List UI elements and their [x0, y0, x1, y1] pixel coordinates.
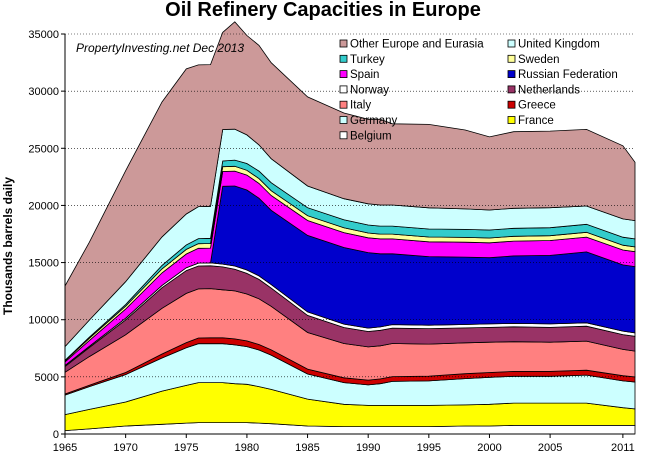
legend-swatch-belgium [339, 131, 348, 140]
x-tick-label: 1970 [113, 442, 137, 454]
legend-label-spain: Spain [350, 69, 379, 81]
legend-label-sweden: Sweden [518, 54, 560, 66]
y-tick-label: 15000 [28, 258, 59, 270]
legend-label-italy: Italy [350, 100, 371, 112]
y-tick-labels: 0 5000 10000 15000 20000 25000 30000 35000 [28, 29, 65, 441]
chart-title: Oil Refinery Capacities in Europe [165, 0, 481, 21]
x-tick-label: 2005 [538, 442, 562, 454]
legend-swatch-greece [507, 100, 516, 109]
legend-label-united-kingdom: United Kingdom [518, 39, 600, 51]
y-tick-label: 30000 [28, 86, 59, 98]
legend-swatch-turkey [339, 54, 348, 63]
legend-swatch-russian-federation [507, 70, 516, 78]
y-tick-label: 20000 [28, 200, 59, 212]
legend-swatch-germany [339, 116, 348, 124]
legend-swatch-norway [339, 85, 348, 94]
x-tick-label: 1965 [53, 442, 77, 454]
x-tick-label: 1975 [174, 442, 198, 454]
legend-label-turkey: Turkey [350, 54, 385, 66]
y-tick-label: 10000 [28, 315, 59, 327]
grid-lines [65, 33, 635, 378]
legend-swatch-spain [339, 70, 348, 78]
area-other-europe-and-eurasia [64, 21, 636, 348]
stacked-areas [64, 21, 636, 435]
x-tick-label: 1990 [356, 442, 380, 454]
y-tick-label: 5000 [35, 372, 59, 384]
x-tick-label: 1995 [417, 442, 441, 454]
legend-swatch-france [507, 116, 516, 124]
legend-swatch-sweden [507, 54, 516, 63]
y-tick-label: 35000 [28, 29, 59, 41]
legend-label-russian-federation: Russian Federation [518, 69, 618, 81]
y-axis-label: Thousands barrels daily [1, 177, 15, 315]
legend-swatch-united-kingdom [507, 39, 516, 48]
legend-label-netherlands: Netherlands [518, 84, 580, 96]
x-tick-label: 1980 [235, 442, 259, 454]
legend-label-greece: Greece [518, 100, 556, 112]
legend-swatch-other-europe-and-eurasia [339, 39, 348, 48]
legend: Other Europe and Eurasia Turkey Spain Norwa… [339, 39, 618, 142]
legend-label-other-europe-and-eurasia: Other Europe and Eurasia [350, 39, 484, 51]
legend-swatch-italy [339, 100, 348, 109]
y-tick-label: 25000 [28, 143, 59, 155]
source-annotation: PropertyInvesting.net Dec 2013 [76, 41, 244, 55]
y-tick-label: 0 [53, 429, 59, 441]
x-tick-label: 2000 [477, 442, 501, 454]
legend-label-norway: Norway [350, 84, 389, 96]
x-tick-label: 1985 [295, 442, 319, 454]
legend-swatch-netherlands [507, 85, 516, 94]
legend-label-france: France [518, 115, 554, 127]
axes [64, 34, 635, 435]
legend-label-germany: Germany [350, 115, 398, 127]
x-tick-label: 2011 [611, 442, 635, 454]
legend-label-belgium: Belgium [350, 130, 392, 142]
x-tick-labels: 1965 1970 1975 1980 1985 1990 1995 2000 2005 2011 [53, 434, 635, 454]
